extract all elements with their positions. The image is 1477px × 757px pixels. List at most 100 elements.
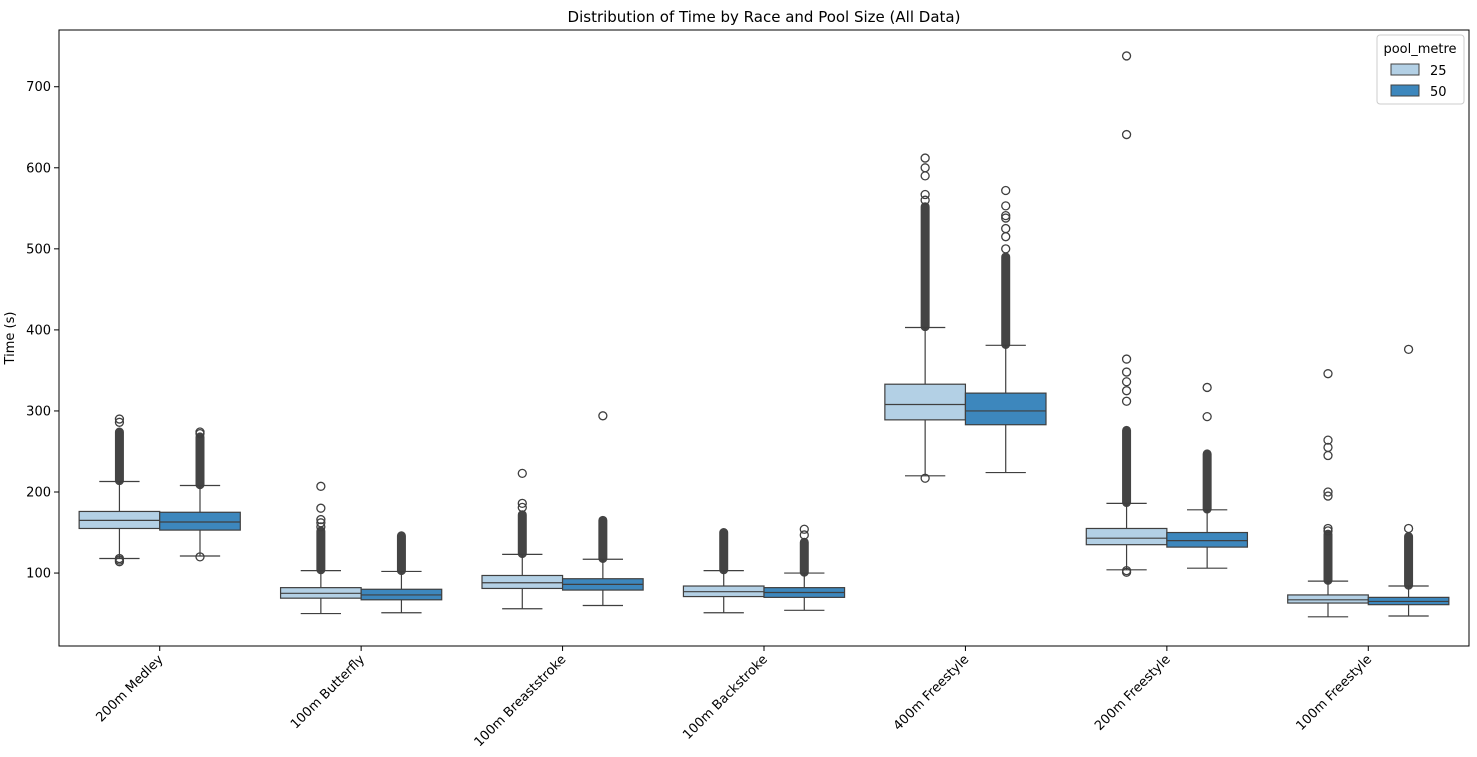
outlier-point: [920, 189, 930, 200]
outlier-dense-band: [114, 427, 124, 486]
outlier-point: [920, 195, 930, 205]
outlier-dense-band: [396, 531, 406, 576]
outlier-point: [1001, 244, 1011, 254]
outlier-point: [316, 503, 326, 513]
outlier-point: [1323, 523, 1333, 534]
box-50-5: [1166, 382, 1249, 569]
outlier-point: [517, 498, 527, 508]
outlier-point: [920, 163, 930, 173]
box-iqr: [159, 511, 241, 531]
outlier-point: [1001, 232, 1011, 242]
outlier-point: [799, 530, 809, 540]
outlier-point: [1001, 213, 1011, 223]
outlier-point: [1001, 185, 1011, 196]
outlier-point: [517, 468, 527, 479]
outlier-point: [316, 514, 326, 525]
outlier-point: [1323, 450, 1333, 461]
box-25-0: [78, 414, 161, 567]
outlier-point: [1121, 396, 1132, 406]
y-tick-label: 700: [26, 80, 51, 95]
box-25-2: [481, 468, 564, 610]
outlier-dense-band: [598, 515, 608, 563]
y-tick-label: 300: [26, 404, 51, 419]
outlier-point: [1323, 526, 1333, 536]
outlier-point: [1323, 487, 1333, 497]
outlier-dense-band: [920, 202, 930, 332]
outlier-dense-band: [719, 528, 729, 575]
box-50-3: [763, 524, 846, 611]
outlier-dense-band: [1323, 529, 1333, 585]
legend-label-50: 50: [1430, 85, 1447, 100]
outlier-point: [920, 473, 930, 483]
outlier-point: [1121, 386, 1132, 396]
outlier-point: [1403, 523, 1414, 534]
y-tick-label: 500: [26, 242, 51, 257]
box-iqr: [481, 574, 564, 590]
outlier-point: [1202, 382, 1212, 393]
box-iqr: [884, 383, 967, 421]
outlier-point: [799, 524, 809, 534]
box-25-5: [1085, 51, 1168, 577]
outlier-point: [598, 411, 608, 421]
box-iqr: [1287, 594, 1369, 604]
chart-title: Distribution of Time by Race and Pool Si…: [568, 8, 961, 26]
outlier-dense-band: [195, 432, 205, 490]
legend-swatch-25: [1390, 63, 1420, 76]
outlier-point: [1121, 354, 1132, 364]
y-tick-label: 400: [26, 323, 51, 338]
plot-area: [78, 51, 1450, 618]
outlier-point: [316, 522, 326, 532]
plot-frame: [58, 29, 1470, 647]
outlier-dense-band: [1122, 425, 1132, 508]
legend-swatch-50: [1390, 84, 1420, 97]
outlier-point: [920, 153, 930, 163]
box-25-4: [884, 153, 967, 483]
box-50-4: [964, 185, 1047, 474]
y-tick-label: 100: [26, 567, 51, 582]
outlier-dense-band: [1202, 449, 1212, 514]
outlier-point: [1121, 367, 1132, 377]
x-tick-label: 200m Freestyle: [1092, 652, 1174, 734]
outlier-point: [195, 427, 205, 437]
x-tick-label: 200m Medley: [93, 652, 166, 725]
outlier-point: [517, 502, 527, 513]
x-tick-label: 100m Freestyle: [1294, 652, 1376, 734]
outlier-dense-band: [799, 537, 809, 577]
outlier-point: [1121, 129, 1132, 140]
outlier-point: [1323, 491, 1333, 501]
legend-label-25: 25: [1430, 64, 1447, 79]
legend: pool_metre 25 50: [1376, 34, 1465, 105]
y-tick-label: 600: [26, 161, 51, 176]
outlier-point: [1121, 51, 1132, 61]
y-tick-label: 200: [26, 486, 51, 501]
box-50-1: [360, 531, 443, 614]
outlier-point: [114, 553, 125, 564]
outlier-point: [195, 552, 205, 562]
x-tick-label: 400m Freestyle: [891, 652, 973, 734]
outlier-point: [920, 171, 930, 181]
outlier-point: [1121, 377, 1132, 387]
outlier-point: [316, 481, 326, 491]
outlier-point: [1323, 369, 1333, 379]
outlier-dense-band: [316, 526, 326, 575]
outlier-point: [1121, 565, 1132, 576]
x-tick-label: 100m Backstroke: [680, 652, 771, 743]
box-iqr: [1166, 531, 1249, 548]
x-tick-label: 100m Breaststroke: [472, 652, 570, 750]
outlier-point: [1202, 411, 1212, 422]
outlier-point: [1001, 223, 1011, 234]
box-25-3: [682, 528, 765, 614]
box-50-6: [1367, 344, 1450, 617]
box-50-2: [561, 411, 644, 607]
outlier-point: [1001, 201, 1011, 211]
outlier-point: [316, 518, 326, 528]
outlier-dense-band: [517, 510, 527, 559]
outlier-point: [114, 417, 125, 427]
y-axis-label: Time (s): [3, 312, 18, 366]
box-iqr: [964, 392, 1047, 426]
outlier-dense-band: [1001, 252, 1011, 349]
outlier-point: [1323, 435, 1333, 445]
outlier-point: [1403, 344, 1414, 354]
box-25-1: [279, 481, 362, 615]
